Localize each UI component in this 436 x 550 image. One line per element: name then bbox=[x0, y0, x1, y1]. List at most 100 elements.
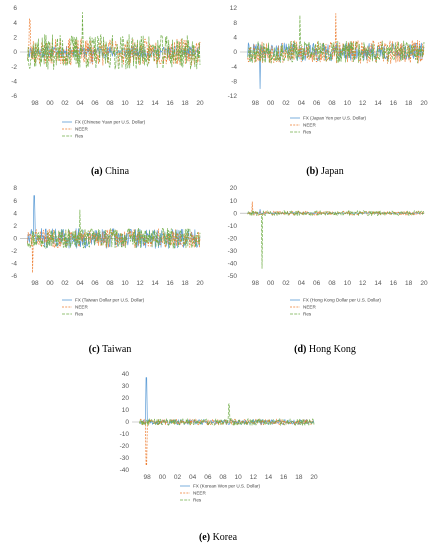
series-line-neer-korea bbox=[139, 418, 315, 466]
y-tick-label-korea: -40 bbox=[120, 467, 130, 474]
chart-hongkong: 20 10 0 -10 -20 -30 -40 -50 98 00 02 04 06 08 10 12 14 16… bbox=[228, 185, 428, 316]
x-tick-label-japan: 14 bbox=[374, 100, 382, 107]
x-tick-label-japan: 18 bbox=[405, 100, 413, 107]
legend-label-fx-taiwan: FX (Taiwan Dollar per U.S. Dollar) bbox=[75, 298, 145, 303]
y-tick-label-hongkong: 10 bbox=[230, 198, 238, 205]
caption-text-korea: Korea bbox=[210, 532, 238, 543]
x-tick-label-taiwan: 00 bbox=[46, 280, 54, 287]
y-tick-label-japan: -4 bbox=[231, 64, 237, 71]
x-tick-label-japan: 02 bbox=[282, 100, 290, 107]
x-tick-label-taiwan: 08 bbox=[106, 280, 114, 287]
x-tick-label-korea: 12 bbox=[250, 474, 258, 481]
y-tick-label-korea: -30 bbox=[120, 455, 130, 462]
y-tick-label-china: 0 bbox=[13, 49, 17, 56]
x-tick-label-hongkong: 18 bbox=[405, 280, 413, 287]
x-tick-label-hongkong: 16 bbox=[390, 280, 398, 287]
y-tick-label-japan: 4 bbox=[233, 35, 237, 42]
chart-korea: 40 30 20 10 0 -10 -20 -30 -40 98 00 02 04 06 08 10 12 14 1… bbox=[120, 371, 318, 503]
y-tick-label-korea: 0 bbox=[125, 419, 129, 426]
y-tick-label-japan: 0 bbox=[233, 49, 237, 56]
legend-label-fx-japan: FX (Japan Yen per U.S. Dollar) bbox=[303, 116, 367, 121]
x-tick-label-hongkong: 12 bbox=[359, 280, 367, 287]
y-tick-label-hongkong: 0 bbox=[233, 210, 237, 217]
x-tick-label-hongkong: 10 bbox=[344, 280, 352, 287]
x-tick-label-china: 18 bbox=[181, 100, 189, 107]
x-tick-label-china: 00 bbox=[46, 100, 54, 107]
x-tick-label-hongkong: 04 bbox=[298, 280, 306, 287]
x-tick-label-taiwan: 02 bbox=[61, 280, 69, 287]
y-tick-label-china: 4 bbox=[13, 20, 17, 27]
y-tick-label-taiwan: -4 bbox=[11, 261, 17, 268]
y-tick-label-taiwan: 6 bbox=[13, 198, 17, 205]
y-tick-label-hongkong: -50 bbox=[228, 273, 238, 280]
y-tick-label-japan: -8 bbox=[231, 79, 237, 86]
legend-label-neer-korea: NEER bbox=[193, 491, 206, 496]
y-tick-label-china: 6 bbox=[13, 5, 17, 12]
x-tick-label-china: 06 bbox=[91, 100, 99, 107]
x-tick-label-korea: 00 bbox=[159, 474, 167, 481]
y-tick-label-hongkong: -30 bbox=[228, 248, 238, 255]
x-tick-label-taiwan: 04 bbox=[76, 280, 84, 287]
x-tick-label-taiwan: 10 bbox=[121, 280, 129, 287]
x-tick-label-china: 20 bbox=[196, 100, 204, 107]
x-tick-label-japan: 20 bbox=[420, 100, 428, 107]
caption-taiwan: (c) Taiwan bbox=[60, 344, 160, 355]
legend-label-neer-hongkong: NEER bbox=[303, 305, 316, 310]
y-tick-label-china: -4 bbox=[11, 79, 17, 86]
x-tick-label-korea: 98 bbox=[144, 474, 152, 481]
x-tick-label-taiwan: 20 bbox=[196, 280, 204, 287]
series-line-res-japan bbox=[247, 14, 425, 64]
y-tick-label-china: -6 bbox=[11, 93, 17, 100]
chart-panel-taiwan: 8 6 4 2 0 -2 -4 -6 98 00 02 04 06 08 10 12 14 16 18 20 FX (T… bbox=[2, 182, 210, 332]
x-tick-label-korea: 06 bbox=[204, 474, 212, 481]
y-tick-label-korea: -10 bbox=[120, 431, 130, 438]
caption-letter-china: (a) bbox=[90, 166, 103, 177]
caption-text-hongkong: Hong Kong bbox=[306, 344, 356, 355]
legend-label-neer-china: NEER bbox=[75, 127, 88, 132]
x-tick-label-taiwan: 06 bbox=[91, 280, 99, 287]
caption-japan: (b) Japan bbox=[275, 166, 375, 177]
y-tick-label-taiwan: 0 bbox=[13, 235, 17, 242]
x-tick-label-taiwan: 98 bbox=[31, 280, 39, 287]
x-tick-label-taiwan: 16 bbox=[166, 280, 174, 287]
series-line-res-taiwan bbox=[27, 209, 201, 249]
x-tick-label-hongkong: 00 bbox=[267, 280, 275, 287]
x-tick-label-hongkong: 06 bbox=[313, 280, 321, 287]
x-tick-label-japan: 08 bbox=[328, 100, 336, 107]
x-tick-label-japan: 12 bbox=[359, 100, 367, 107]
legend-label-neer-taiwan: NEER bbox=[75, 305, 88, 310]
y-tick-label-taiwan: 8 bbox=[13, 185, 17, 192]
x-tick-label-korea: 04 bbox=[189, 474, 197, 481]
x-tick-label-china: 12 bbox=[136, 100, 144, 107]
y-tick-label-hongkong: -20 bbox=[228, 235, 238, 242]
x-tick-label-japan: 10 bbox=[344, 100, 352, 107]
series-line-neer-taiwan bbox=[27, 228, 201, 274]
caption-korea: (e) Korea bbox=[168, 532, 268, 543]
y-tick-label-china: 2 bbox=[13, 35, 17, 42]
series-line-res-hongkong bbox=[247, 210, 425, 269]
x-tick-label-taiwan: 14 bbox=[151, 280, 159, 287]
x-tick-label-korea: 14 bbox=[265, 474, 273, 481]
y-tick-label-taiwan: 4 bbox=[13, 210, 17, 217]
caption-text-china: China bbox=[102, 166, 130, 177]
y-tick-label-hongkong: -40 bbox=[228, 261, 238, 268]
chart-panel-japan: 12 8 4 0 -4 -8 -12 98 00 02 04 06 08 10 12 14 16 18 20 FX (… bbox=[220, 2, 432, 152]
x-tick-label-taiwan: 12 bbox=[136, 280, 144, 287]
caption-hongkong: (d) Hong Kong bbox=[265, 344, 385, 355]
legend-label-res-china: Res bbox=[75, 134, 84, 139]
legend-label-res-taiwan: Res bbox=[75, 312, 84, 317]
y-tick-label-japan: 12 bbox=[230, 5, 238, 12]
caption-letter-korea: (e) bbox=[198, 532, 211, 543]
y-tick-label-china: -2 bbox=[11, 64, 17, 71]
x-tick-label-china: 10 bbox=[121, 100, 129, 107]
x-tick-label-japan: 16 bbox=[390, 100, 398, 107]
x-tick-label-korea: 08 bbox=[219, 474, 227, 481]
legend-label-res-korea: Res bbox=[193, 498, 202, 503]
x-tick-label-hongkong: 08 bbox=[328, 280, 336, 287]
x-tick-label-hongkong: 14 bbox=[374, 280, 382, 287]
x-tick-label-hongkong: 20 bbox=[420, 280, 428, 287]
x-tick-label-china: 98 bbox=[31, 100, 39, 107]
caption-letter-japan: (b) bbox=[306, 166, 319, 177]
